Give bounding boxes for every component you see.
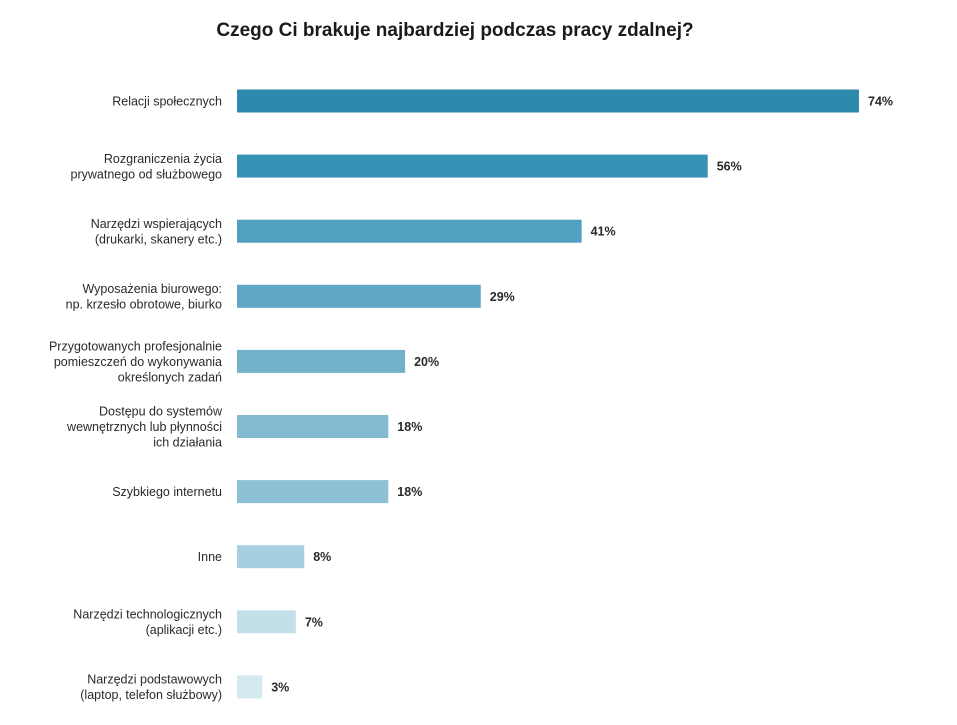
chart-title: Czego Ci brakuje najbardziej podczas pra… [216,20,694,41]
category-label-7-line-0: Inne [198,550,222,564]
bar-0 [237,89,859,113]
value-label-1: 56% [717,160,742,174]
bar-5 [237,415,389,438]
value-label-6: 18% [397,485,422,499]
category-label-9: Narzędzi podstawowych (laptop, telefon sł… [80,673,222,703]
value-label-4: 20% [414,355,439,369]
category-label-3-line-0: Wyposażenia biurowego: [82,282,222,296]
category-label-9-line-1: (laptop, telefon służbowy) [80,688,222,702]
value-label-0: 74% [868,95,893,109]
bar-7 [237,545,305,569]
bar-2 [237,219,582,243]
category-label-2-line-1: (drukarki, skanery etc.) [95,232,222,246]
bar-3 [237,284,481,308]
bar-9 [237,675,263,699]
category-label-1: Rozgraniczenia życia prywatnego od służbo… [71,152,223,182]
category-label-5-line-0: Dostępu do systemów [99,405,223,419]
bar-4 [237,349,406,373]
value-label-8: 7% [305,615,323,629]
category-label-5: Dostępu do systemów wewnętrznych lub płyn… [66,405,223,450]
value-label-5: 18% [397,420,422,434]
category-label-1-line-1: prywatnego od służbowego [71,167,223,181]
bar-8 [237,610,296,634]
bar-1 [237,154,708,178]
category-label-6-line-0: Szybkiego internetu [112,485,222,499]
value-label-7: 8% [313,550,331,564]
category-label-0-line-0: Relacji społecznych [112,95,222,109]
category-label-5-line-2: ich działania [153,436,222,450]
value-labels-group: 74% 56% 41% 29% 20% 18% 18% 8% 7% 3% [271,95,893,695]
category-label-5-line-1: wewnętrznych lub płynności [66,420,222,434]
category-label-0: Relacji społecznych [112,95,222,109]
category-label-4-line-1: pomieszczeń do wykonywania [54,355,222,369]
value-label-2: 41% [591,225,616,239]
category-label-3: Wyposażenia biurowego: np. krzesło obroto… [66,282,222,312]
category-label-4: Przygotowanych profesjonalnie pomieszczeń… [49,339,222,384]
value-label-3: 29% [490,290,515,304]
value-label-9: 3% [271,680,289,694]
category-label-8: Narzędzi technologicznych (aplikacji etc.… [73,608,222,638]
bars-group [237,89,859,699]
category-label-1-line-0: Rozgraniczenia życia [104,152,222,166]
category-label-4-line-2: określonych zadań [118,370,222,384]
category-label-4-line-0: Przygotowanych profesjonalnie [49,339,222,353]
category-label-2: Narzędzi wspierających (drukarki, skanery… [91,217,222,247]
category-label-7: Inne [198,550,222,564]
bar-6 [237,480,389,504]
category-label-8-line-0: Narzędzi technologicznych [73,608,222,622]
category-label-9-line-0: Narzędzi podstawowych [87,673,222,687]
category-label-6: Szybkiego internetu [112,485,222,499]
category-label-3-line-1: np. krzesło obrotowe, biurko [66,298,222,312]
category-label-8-line-1: (aplikacji etc.) [146,623,222,637]
category-label-2-line-0: Narzędzi wspierających [91,217,222,231]
